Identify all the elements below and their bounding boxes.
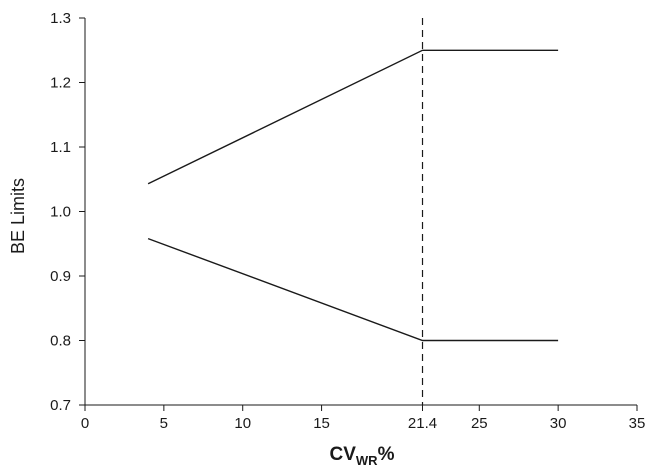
upper-limit-line: [147, 49, 559, 185]
ticks: [79, 17, 638, 411]
x-tick-label: 5: [160, 415, 168, 432]
x-axis-title: CVWR%: [330, 444, 395, 468]
y-tick-label: 0.7: [50, 397, 71, 414]
y-tick-label: 0.8: [50, 333, 71, 350]
x-axis-title-suffix: %: [378, 444, 395, 465]
y-tick-label: 1.3: [50, 10, 71, 27]
lower-limit-line: [147, 237, 559, 342]
y-tick-label: 0.9: [50, 268, 71, 285]
x-axis-title-subscript: WR: [356, 453, 378, 468]
x-axis-title-main: CV: [330, 444, 357, 465]
tick-labels: 0.7 0.8 0.9 1.0 1.1 1.2 1.3 0 5 10 15 21.4 25 30 35: [50, 10, 645, 432]
x-tick-label: 10: [234, 415, 251, 432]
x-tick-label: 35: [629, 415, 646, 432]
y-tick-label: 1.0: [50, 204, 71, 221]
x-tick-label: 15: [313, 415, 330, 432]
x-tick-label: 21.4: [408, 415, 437, 432]
y-axis-title: BE Limits: [8, 178, 28, 254]
y-tick-label: 1.2: [50, 75, 71, 92]
x-tick-label: 25: [471, 415, 488, 432]
series: [147, 49, 559, 342]
x-tick-label: 0: [81, 415, 89, 432]
y-tick-label: 1.1: [50, 139, 71, 156]
axes: [84, 18, 637, 406]
x-tick-label: 30: [550, 415, 567, 432]
